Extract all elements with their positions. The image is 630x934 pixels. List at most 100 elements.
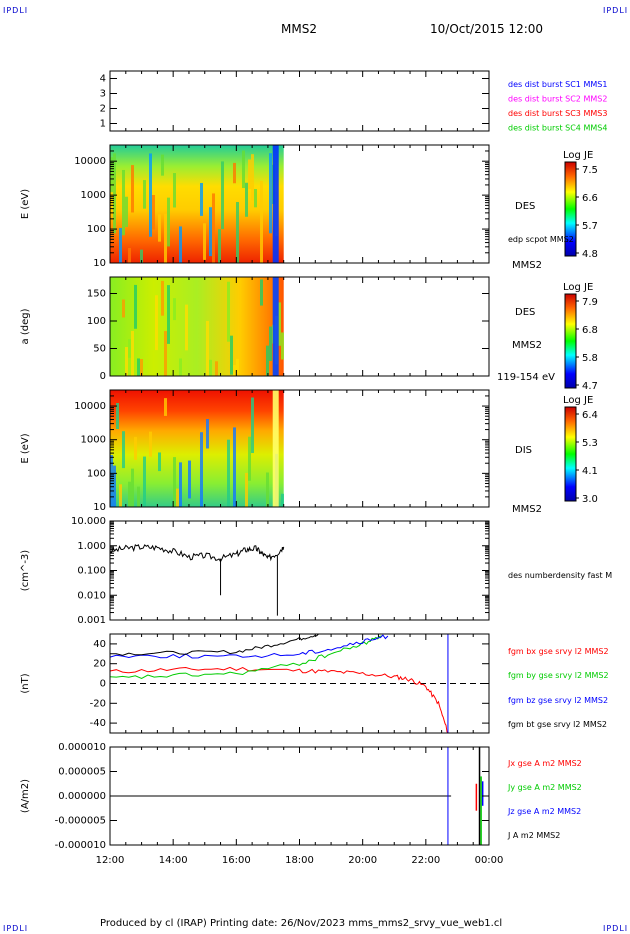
spectrogram-streak <box>233 365 236 376</box>
y-tick-label: 2 <box>100 104 106 115</box>
spectrogram-streak <box>128 481 131 507</box>
spectrogram-streak <box>203 223 206 260</box>
spectrogram-streak <box>122 431 125 469</box>
spectrogram-layer <box>110 145 284 507</box>
y-tick-label: 100 <box>87 468 106 479</box>
spacecraft-label: MMS2 <box>512 340 542 351</box>
y-tick-label: 50 <box>93 344 106 355</box>
spectrogram-streak <box>137 358 140 376</box>
spectrogram-streak <box>143 456 146 507</box>
colorbar-tick-label: 6.6 <box>582 193 598 204</box>
spectrogram-streak <box>179 462 182 507</box>
footer-text: Produced by cl (IRAP) Printing date: 26/… <box>100 918 503 929</box>
spectrogram-streak <box>173 298 176 321</box>
energy-range-label: 119-154 eV <box>497 372 555 383</box>
spectrogram-streak <box>164 331 167 376</box>
scpot-label: edp scpot MMS2 <box>508 235 574 244</box>
spectrogram-streak <box>116 403 119 430</box>
spectrogram-streak <box>125 196 128 227</box>
colorbar-tick-label: 3.0 <box>582 494 598 505</box>
legend-entry: des numberdensity fast M <box>508 571 612 580</box>
spectrogram-streak <box>161 154 164 176</box>
y-axis-title: a (deg) <box>20 308 31 344</box>
spacecraft-title: MMS2 <box>281 22 317 36</box>
spectrogram-streak <box>233 162 236 184</box>
series-line <box>109 544 285 563</box>
corner-label-top-left: IPDLI <box>3 6 29 15</box>
spectrogram-streak <box>149 431 152 457</box>
corner-label-bottom-right: IPDLI <box>603 924 629 933</box>
spectrogram-streak <box>128 339 131 358</box>
y-tick-label: 0 <box>100 371 106 382</box>
spectrogram-streak <box>152 194 155 230</box>
spectrogram-streak <box>185 304 188 351</box>
spectrogram-streak <box>173 173 176 208</box>
dis-label: DIS <box>515 445 532 456</box>
spectrogram-streak <box>161 280 164 316</box>
y-tick-label: 10000 <box>74 156 106 167</box>
spectrogram-fill <box>110 145 284 263</box>
series-line <box>109 634 389 659</box>
y-tick-label: 20 <box>93 659 106 670</box>
spectrogram-streak <box>149 153 152 237</box>
time-tick-label: 12:00 <box>96 855 125 866</box>
y-tick-label: 0.000005 <box>58 767 106 778</box>
panel-frame <box>109 520 490 621</box>
legend-entry: fgm bx gse srvy l2 MMS2 <box>508 647 609 656</box>
y-tick-label: 3 <box>100 89 106 100</box>
spectrogram-streak <box>206 419 209 449</box>
y-tick-label: -20 <box>90 698 106 709</box>
colorbar <box>564 161 577 257</box>
y-tick-label: 0.100 <box>77 566 106 577</box>
spectrogram-streak <box>260 279 263 306</box>
y-tick-label: 1000 <box>81 435 106 446</box>
spectrogram-edge-band <box>272 145 279 263</box>
spectrogram-streak <box>269 153 272 234</box>
des-label: DES <box>515 307 535 318</box>
spectrogram-streak <box>179 358 182 376</box>
y-tick-label: 0 <box>100 679 106 690</box>
spectrogram-streak <box>200 182 203 216</box>
spectrogram-streak <box>173 457 176 507</box>
spectrogram-streak <box>122 299 125 318</box>
spectrogram-streak <box>212 193 215 263</box>
colorbar-tick-label: 4.8 <box>582 249 598 260</box>
spectrogram-streak <box>137 486 140 507</box>
spectrogram-streak <box>206 320 209 376</box>
date-title: 10/Oct/2015 12:00 <box>430 22 544 36</box>
spectrogram-streak <box>248 436 251 481</box>
legend-entry: des dist burst SC2 MMS2 <box>508 95 607 104</box>
spectrogram-streak <box>266 472 269 507</box>
legend-entry: fgm bt gse srvy l2 MMS2 <box>508 720 607 729</box>
spectrogram-streak <box>167 285 170 344</box>
y-axis-title: E (eV) <box>20 189 31 219</box>
spectrogram-streak <box>119 484 122 507</box>
time-tick-label: 14:00 <box>159 855 188 866</box>
colorbar-tick-label: 5.7 <box>582 221 598 232</box>
spectrogram-edge-band <box>272 390 279 507</box>
spectrogram-streak <box>131 165 134 213</box>
spectrogram-streak <box>143 180 146 209</box>
y-axis-title: (cm^-3) <box>20 550 31 591</box>
spectrogram-streak <box>164 398 167 416</box>
spectrogram-streak <box>230 335 233 375</box>
y-tick-label: 10 <box>93 258 106 269</box>
spectrogram-streak <box>251 154 254 201</box>
legend-entry: fgm by gse srvy l2 MMS2 <box>508 671 609 680</box>
legend-entry: Jy gse A m2 MMS2 <box>507 783 582 792</box>
spacecraft-label: MMS2 <box>512 504 542 515</box>
spectrogram-streak <box>200 432 203 507</box>
spectrogram-streak <box>266 345 269 376</box>
spectrogram-streak <box>167 197 170 247</box>
legend-entry: des dist burst SC1 MMS1 <box>508 80 607 89</box>
y-tick-label: 150 <box>87 289 106 300</box>
spectrogram-streak <box>209 359 212 376</box>
y-tick-label: 1 <box>100 119 106 130</box>
spectrogram-streak <box>221 161 224 230</box>
series-line <box>109 666 449 734</box>
legend-entry: des dist burst SC3 MMS3 <box>508 109 607 118</box>
y-axis-title: (nT) <box>20 673 31 693</box>
spectrogram-edge-band <box>272 277 279 376</box>
spacecraft-label: MMS2 <box>512 260 542 271</box>
